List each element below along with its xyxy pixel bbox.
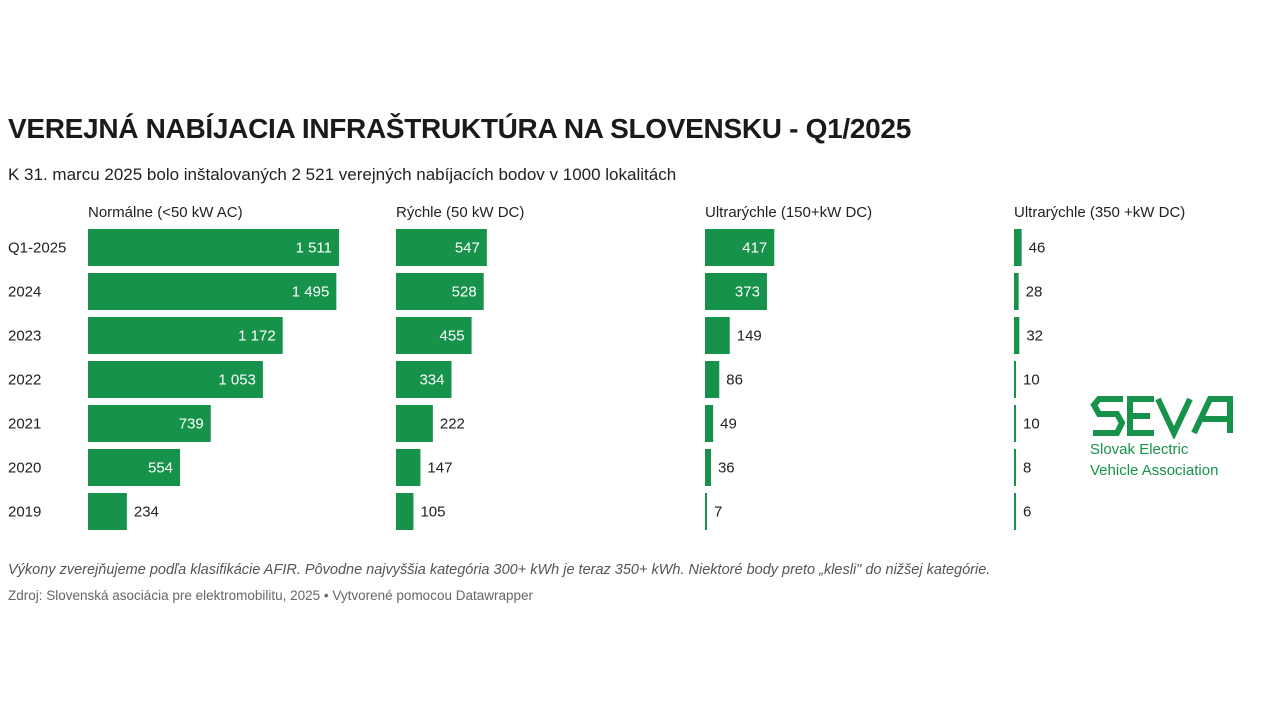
bar-4-2021 [1014,405,1016,442]
bar-2-q1-2025 [396,229,487,266]
value-label-4-2021: 10 [1023,416,1040,433]
seva-wordmark-icon [1090,396,1233,439]
value-label-1-2021: 739 [179,416,204,433]
value-label-2-2021: 222 [440,416,465,433]
value-label-3-2020: 36 [718,460,735,477]
value-label-2-2024: 528 [452,284,477,301]
bar-3-2022 [705,361,720,398]
column-header-4: Ultrarýchle (350 +kW DC) [1014,204,1185,221]
bar-3-2024 [705,273,767,310]
value-label-4-2024: 28 [1026,284,1043,301]
bar-4-2022 [1014,361,1016,398]
bar-1-2021 [88,405,211,442]
value-label-4-2020: 8 [1023,460,1031,477]
value-label-1-2020: 554 [148,460,173,477]
row-label-q1-2025: Q1-2025 [8,240,66,257]
bar-3-2023 [705,317,730,354]
row-label-2020: 2020 [8,460,41,477]
value-label-2-q1-2025: 547 [455,240,480,257]
bar-2-2024 [396,273,484,310]
bar-1-q1-2025 [88,229,339,266]
value-label-3-2021: 49 [720,416,737,433]
bar-3-2019 [705,493,707,530]
value-label-3-2019: 7 [714,504,722,521]
seva-logo: Slovak Electric Vehicle Association [1090,395,1250,481]
value-label-1-2024: 1 495 [292,284,330,301]
row-label-2019: 2019 [8,504,41,521]
column-header-1: Normálne (<50 kW AC) [88,204,243,221]
chart-source: Zdroj: Slovenská asociácia pre elektromo… [8,588,533,603]
bar-3-q1-2025 [705,229,775,266]
bar-4-2020 [1014,449,1016,486]
value-label-2-2023: 455 [440,328,465,345]
value-label-1-q1-2025: 1 511 [296,240,332,257]
value-label-1-2023: 1 172 [238,328,276,345]
bar-2-2020 [396,449,421,486]
bar-2-2019 [396,493,414,530]
chart-title: VEREJNÁ NABÍJACIA INFRAŠTRUKTÚRA NA SLOV… [8,113,911,144]
small-multiples-bar-chart: Q1-2025 2024 2023 2022 2021 2020 2019 Normálne … [8,204,1185,530]
value-label-3-2023: 149 [737,328,762,345]
row-label-2022: 2022 [8,372,41,389]
column-header-2: Rýchle (50 kW DC) [396,204,524,221]
value-label-4-2022: 10 [1023,372,1040,389]
logo-text-line2: Vehicle Association [1090,462,1219,479]
row-label-2024: 2024 [8,284,41,301]
bar-1-2020 [88,449,181,486]
value-label-1-2019: 234 [134,504,159,521]
value-label-4-q1-2025: 46 [1029,240,1046,257]
bar-1-2022 [88,361,263,398]
logo-text-line1: Slovak Electric [1090,441,1189,458]
row-label-2021: 2021 [8,416,41,433]
bar-1-2023 [88,317,283,354]
chart-subtitle: K 31. marcu 2025 bolo inštalovaných 2 52… [8,165,677,184]
value-label-1-2022: 1 053 [218,372,256,389]
bar-2-2023 [396,317,472,354]
bar-4-2024 [1014,273,1019,310]
chart-note: Výkony zverejňujeme podľa klasifikácie A… [8,562,991,578]
bar-1-2024 [88,273,337,310]
bar-2-2022 [396,361,452,398]
value-label-4-2023: 32 [1026,328,1043,345]
bar-4-2019 [1014,493,1016,530]
value-label-2-2019: 105 [420,504,445,521]
bar-1-2019 [88,493,127,530]
value-label-3-2022: 86 [726,372,743,389]
value-label-2-2020: 147 [427,460,452,477]
bar-4-2023 [1014,317,1020,354]
value-label-4-2019: 6 [1023,504,1031,521]
bar-2-2021 [396,405,433,442]
bar-3-2020 [705,449,711,486]
value-label-3-2024: 373 [735,284,760,301]
row-label-2023: 2023 [8,328,41,345]
column-header-3: Ultrarýchle (150+kW DC) [705,204,872,221]
bar-3-2021 [705,405,714,442]
bar-4-q1-2025 [1014,229,1022,266]
value-label-3-q1-2025: 417 [742,240,767,257]
value-label-2-2022: 334 [419,372,444,389]
